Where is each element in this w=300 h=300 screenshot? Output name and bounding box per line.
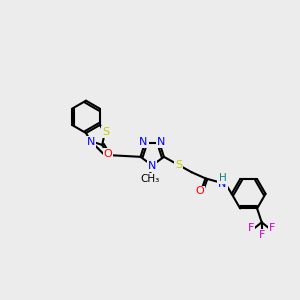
Text: S: S — [175, 160, 182, 170]
Text: N: N — [157, 137, 165, 147]
Text: N: N — [87, 137, 96, 147]
Text: S: S — [102, 127, 109, 137]
Text: N: N — [218, 179, 226, 189]
Text: F: F — [248, 224, 254, 233]
Text: F: F — [259, 230, 266, 240]
Text: O: O — [103, 149, 112, 159]
Text: N: N — [139, 137, 148, 147]
Text: F: F — [269, 224, 276, 233]
Text: N: N — [148, 161, 156, 171]
Text: CH₃: CH₃ — [140, 174, 160, 184]
Text: O: O — [195, 187, 204, 196]
Text: H: H — [219, 173, 226, 183]
